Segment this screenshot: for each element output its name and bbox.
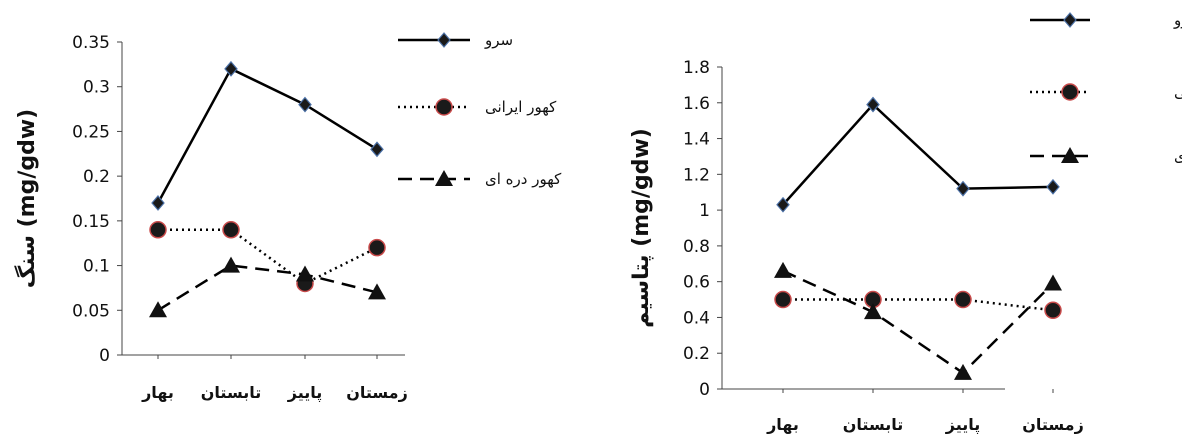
data-point: [774, 261, 792, 278]
y-tick-label: 0.05: [72, 301, 110, 321]
data-point: [1044, 301, 1062, 320]
data-point: [954, 290, 972, 309]
data-point: [222, 256, 240, 273]
data-point: [151, 195, 165, 211]
series-1: [776, 96, 1060, 213]
y-tick-label: 0.2: [683, 344, 710, 364]
series-line: [783, 298, 1054, 312]
data-point: [1044, 274, 1062, 291]
legend-marker: [1063, 12, 1077, 28]
legend-marker: [1061, 83, 1079, 101]
data-point: [298, 96, 312, 113]
y-tick-label: 0.1: [83, 257, 110, 277]
data-point: [296, 265, 314, 282]
legend: سرو کهور ایرانی کهور دره ای: [398, 31, 562, 188]
legend-label: کهور دره ای: [485, 170, 562, 188]
legend-label: کهور ایرانی: [485, 98, 557, 116]
data-point: [149, 221, 167, 239]
y-tick-label: 1.8: [683, 58, 710, 78]
data-point: [956, 180, 970, 197]
data-point: [954, 363, 972, 380]
category-label: تابستان: [843, 415, 904, 434]
category-label: تابستان: [201, 383, 262, 402]
series-3: [774, 261, 1062, 380]
chart-1: 0 0.05 0.1 0.15 0.2 0.25 0.3 0.35 بهار تابستان پای…: [13, 31, 562, 403]
legend: سرو کهور ایرانی کهور دره ای: [1030, 11, 1182, 165]
legend-label: کهور دره ای: [1174, 147, 1182, 165]
category-label: بهار: [766, 415, 799, 434]
legend-label: کهور ایرانی: [1174, 83, 1182, 101]
series-line: [782, 102, 1054, 206]
y-tick-label: 1.6: [683, 94, 710, 114]
series-2: [774, 290, 1062, 320]
chart-2: 0 0.2 0.4 0.6 0.8 1 1.2 1.4 1.6 1.8 بهار تابستان پای…: [629, 11, 1182, 435]
y-tick-label: 0.15: [72, 212, 110, 232]
data-point: [1046, 178, 1060, 195]
series-line: [782, 269, 1054, 375]
series-3: [149, 256, 386, 318]
data-point: [149, 301, 167, 318]
y-tick-label: 0.6: [683, 273, 710, 293]
category-label: زمستان: [1022, 415, 1084, 434]
series-2: [149, 221, 386, 293]
data-point: [368, 283, 386, 300]
y-tick-label: 0.3: [83, 78, 110, 98]
legend-marker: [437, 32, 451, 48]
y-tick-label: 0.4: [683, 308, 710, 328]
category-label: پاییز: [945, 415, 981, 435]
y-tick-label: 1: [699, 201, 710, 221]
data-point: [866, 96, 880, 113]
y-tick-label: 0.8: [683, 237, 710, 257]
series-line: [156, 67, 378, 204]
category-label: زمستان: [346, 383, 408, 402]
data-point: [864, 303, 882, 320]
data-point: [774, 290, 792, 309]
y-tick-label: 1.4: [683, 130, 710, 150]
y-tick-label: 0.35: [72, 33, 110, 53]
legend-marker: [435, 170, 453, 186]
legend-marker: [1061, 147, 1079, 163]
y-tick-label: 0.25: [72, 122, 110, 142]
data-point: [370, 141, 384, 158]
y-axis-label: سنگ (mg/gdw): [13, 109, 40, 288]
y-tick-label: 1.2: [683, 165, 710, 185]
y-tick-label: 0.2: [83, 167, 110, 187]
data-point: [224, 60, 238, 77]
y-tick-label: 0: [99, 346, 110, 366]
category-label: بهار: [141, 383, 174, 402]
data-point: [776, 196, 790, 213]
series-line: [157, 264, 378, 312]
data-point: [368, 238, 386, 257]
legend-label: سرو: [1173, 11, 1182, 29]
data-point: [222, 221, 240, 239]
legend-label: سرو: [484, 31, 513, 49]
category-label: پاییز: [287, 383, 323, 403]
y-axis-label: پتاسیم (mg/gdw): [629, 128, 654, 328]
y-tick-label: 0: [699, 380, 710, 400]
series-1: [151, 60, 384, 211]
legend-marker: [435, 98, 453, 116]
series-line: [158, 228, 378, 285]
